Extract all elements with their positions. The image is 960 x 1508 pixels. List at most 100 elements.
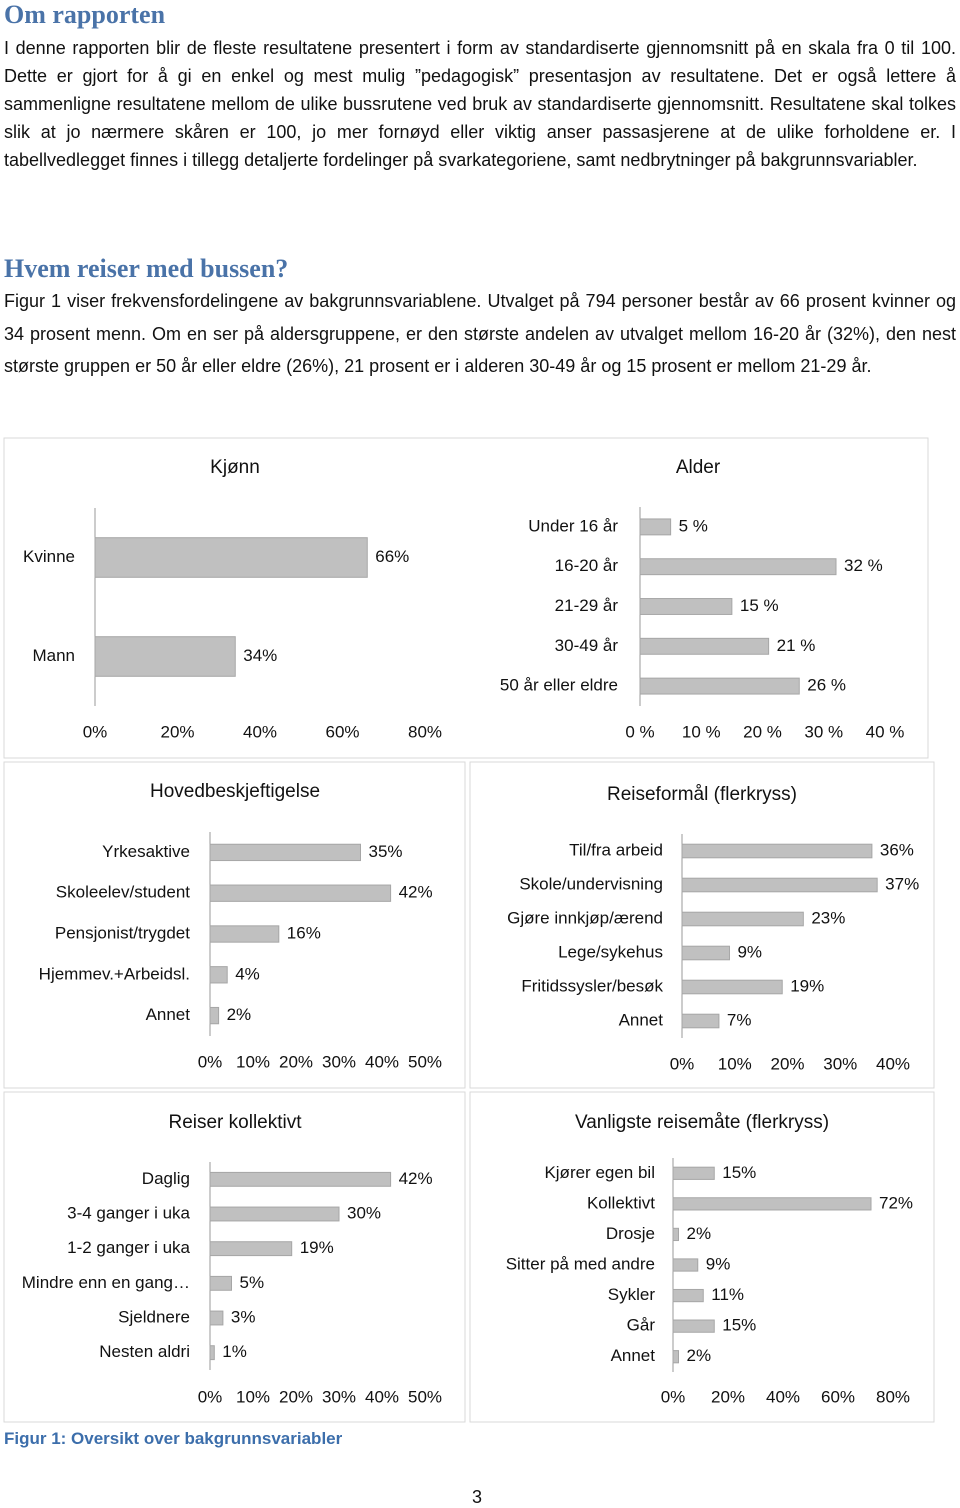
category-label: Sjeldnere: [118, 1307, 190, 1326]
value-label: 16%: [287, 923, 321, 942]
category-label: Hjemmev.+Arbeidsl.: [39, 964, 190, 983]
category-label: Kollektivt: [587, 1193, 655, 1212]
bar: [209, 1171, 392, 1187]
chart-title: Reiser kollektivt: [168, 1112, 302, 1133]
value-label: 26 %: [807, 676, 846, 695]
value-label: 15%: [722, 1316, 756, 1335]
value-label: 34%: [243, 646, 277, 665]
x-tick-label: 20%: [160, 722, 194, 741]
x-tick-label: 80%: [876, 1387, 910, 1406]
chart-title: Reiseformål (flerkryss): [607, 784, 797, 805]
bar: [209, 1206, 340, 1222]
bar: [681, 945, 730, 961]
x-tick-label: 0%: [661, 1387, 686, 1406]
category-label: Mann: [32, 646, 75, 665]
paragraph: I denne rapporten blir de fleste resulta…: [4, 38, 956, 170]
x-tick-label: 40%: [365, 1052, 399, 1071]
chart-title: Kjønn: [210, 457, 260, 478]
bar: [639, 518, 672, 536]
bar: [672, 1227, 679, 1242]
value-label: 15%: [722, 1163, 756, 1182]
x-tick-label: 0%: [198, 1052, 223, 1071]
bar: [209, 925, 280, 943]
value-label: 35%: [369, 842, 403, 861]
value-label: 4%: [235, 964, 260, 983]
category-label: Skoleelev/student: [56, 883, 190, 902]
value-label: 36%: [880, 840, 914, 859]
value-label: 23%: [811, 908, 845, 927]
x-tick-label: 30%: [823, 1054, 857, 1073]
value-label: 21 %: [777, 636, 816, 655]
value-label: 30%: [347, 1203, 381, 1222]
value-label: 32 %: [844, 556, 883, 575]
caption: Figur 1: Oversikt over bakgrunnsvariable…: [4, 1429, 343, 1448]
x-tick-label: 0 %: [625, 722, 654, 741]
category-label: Nesten aldri: [99, 1342, 190, 1361]
bar: [672, 1319, 715, 1333]
category-label: Sitter på med andre: [506, 1254, 655, 1273]
x-tick-label: 10%: [236, 1387, 270, 1406]
category-label: Annet: [146, 1005, 191, 1024]
x-tick-label: 20%: [279, 1387, 313, 1406]
category-label: Daglig: [142, 1169, 190, 1188]
value-label: 2%: [687, 1346, 712, 1365]
bar: [209, 1275, 232, 1291]
heading: Om rapporten: [4, 0, 166, 29]
bar: [209, 966, 228, 984]
category-label: Drosje: [606, 1224, 655, 1243]
bar: [672, 1350, 679, 1364]
value-label: 9%: [706, 1254, 731, 1273]
value-label: 72%: [879, 1193, 913, 1212]
chart-title: Vanligste reisemåte (flerkryss): [575, 1112, 829, 1133]
chart-title: Hovedbeskjeftigelse: [150, 781, 320, 802]
value-label: 9%: [737, 942, 762, 961]
bar: [639, 558, 837, 576]
x-tick-label: 0%: [83, 722, 108, 741]
category-label: Kjører egen bil: [544, 1163, 655, 1182]
heading: Hvem reiser med bussen?: [4, 254, 289, 283]
bar: [209, 884, 392, 902]
bar: [672, 1258, 699, 1272]
value-label: 2%: [227, 1005, 252, 1024]
value-label: 15 %: [740, 596, 779, 615]
panel: [3, 1091, 466, 1423]
page-number: 3: [472, 1487, 483, 1507]
value-label: 42%: [399, 883, 433, 902]
category-label: Fritidssysler/besøk: [521, 976, 663, 995]
category-label: Gjøre innkjøp/ærend: [507, 908, 663, 927]
category-label: 21-29 år: [555, 596, 619, 615]
bar: [639, 598, 733, 615]
x-tick-label: 40%: [243, 722, 277, 741]
x-tick-label: 20%: [279, 1052, 313, 1071]
value-label: 5%: [240, 1273, 265, 1292]
x-tick-label: 60%: [325, 722, 359, 741]
panel: [3, 437, 929, 759]
bar: [209, 1345, 215, 1361]
x-tick-label: 40%: [876, 1054, 910, 1073]
x-tick-label: 20%: [711, 1387, 745, 1406]
category-label: Yrkesaktive: [102, 842, 190, 861]
value-label: 3%: [231, 1307, 256, 1326]
bar: [672, 1288, 704, 1303]
x-tick-label: 50%: [408, 1387, 442, 1406]
bar: [209, 843, 361, 862]
bar: [639, 637, 770, 655]
value-label: 11%: [711, 1285, 744, 1304]
category-label: 1-2 ganger i uka: [67, 1238, 190, 1257]
bar: [209, 1006, 220, 1025]
bar: [209, 1310, 224, 1326]
bar: [681, 877, 878, 893]
category-label: Lege/sykehus: [558, 942, 663, 961]
bar: [681, 911, 804, 927]
value-label: 1%: [222, 1342, 247, 1361]
value-label: 66%: [375, 547, 409, 566]
bar: [94, 537, 368, 578]
x-tick-label: 30 %: [804, 722, 843, 741]
bar: [672, 1197, 872, 1211]
bar: [94, 636, 236, 677]
panel: [3, 761, 466, 1089]
category-label: Kvinne: [23, 547, 75, 566]
value-label: 5 %: [679, 516, 708, 535]
